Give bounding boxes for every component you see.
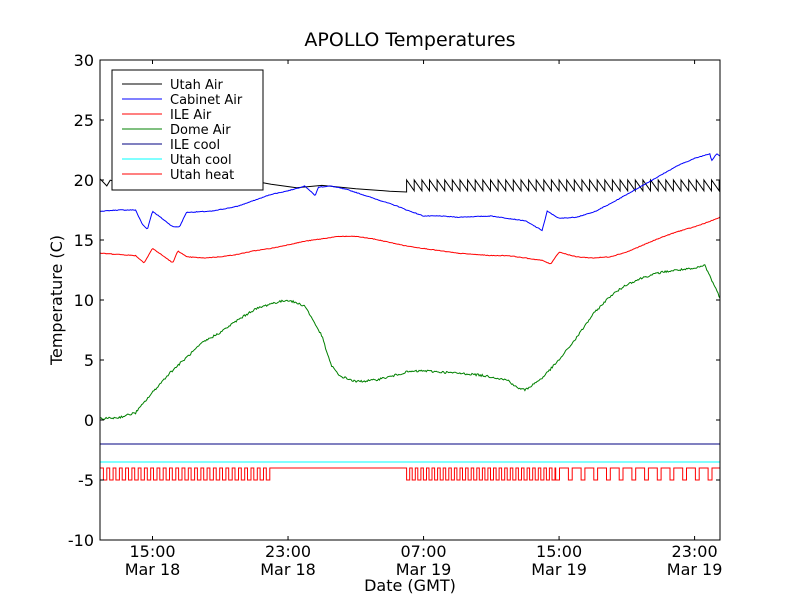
y-tick-label: -10 [68,531,94,550]
y-ticks: -10 -5 0 5 10 15 20 25 30 [68,51,720,550]
series-line-dome-air [99,264,721,421]
y-axis-label: Temperature (C) [47,235,66,366]
series-line-utah-heat [100,467,720,481]
legend-box [111,69,264,191]
series-layer [99,152,721,481]
legend-label-utah-heat: Utah heat [170,168,234,183]
x-tick-date: Mar 18 [125,560,181,579]
x-axis-label: Date (GMT) [364,576,456,595]
y-tick-label: 30 [74,51,94,70]
y-tick-label: 25 [74,111,94,130]
y-tick-label: 20 [74,171,94,190]
x-tick-date: Mar 18 [260,560,316,579]
y-tick-label: 10 [74,291,94,310]
x-tick-time: 15:00 [536,542,582,561]
legend-label-ile-air: ILE Air [170,108,212,123]
x-tick-date: Mar 19 [396,560,452,579]
legend-label-dome-air: Dome Air [170,123,231,138]
y-tick-label: 0 [84,411,94,430]
y-tick-label: 5 [84,351,94,370]
x-tick-date: Mar 19 [667,560,723,579]
legend-label-ile-cool: ILE cool [170,138,220,153]
x-tick-time: 07:00 [400,542,446,561]
y-tick-label: 15 [74,231,94,250]
legend-label-utah-cool: Utah cool [170,153,232,168]
x-tick-time: 23:00 [265,542,311,561]
y-tick-label: -5 [78,471,94,490]
x-tick-time: 15:00 [129,542,175,561]
legend-label-cabinet-air: Cabinet Air [170,93,243,108]
series-line-utah-air [99,178,721,193]
x-tick-time: 23:00 [672,542,718,561]
chart-title: APOLLO Temperatures [304,29,515,51]
x-tick-date: Mar 19 [531,560,587,579]
series-line-cabinet-air [99,152,721,232]
series-line-ile-air [99,216,721,265]
legend-label-utah-air: Utah Air [170,78,223,93]
